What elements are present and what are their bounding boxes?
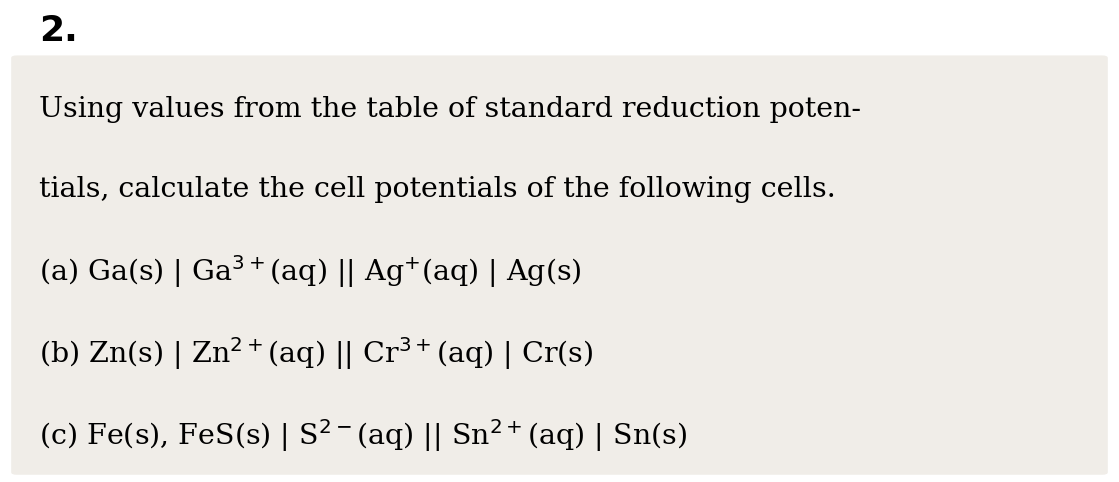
Text: (b) Zn(s) | Zn$^{2+}$(aq) || Cr$^{3+}$(aq) | Cr(s): (b) Zn(s) | Zn$^{2+}$(aq) || Cr$^{3+}$(a… [39,335,593,372]
Text: (a) Ga(s) | Ga$^{3+}$(aq) || Ag$^{+}$(aq) | Ag(s): (a) Ga(s) | Ga$^{3+}$(aq) || Ag$^{+}$(aq… [39,253,582,290]
Text: tials, calculate the cell potentials of the following cells.: tials, calculate the cell potentials of … [39,176,836,203]
Text: 2.: 2. [39,14,78,49]
Text: (c) Fe(s), FeS(s) | S$^{2-}$(aq) || Sn$^{2+}$(aq) | Sn(s): (c) Fe(s), FeS(s) | S$^{2-}$(aq) || Sn$^… [39,417,687,454]
FancyBboxPatch shape [11,55,1108,475]
Text: Using values from the table of standard reduction poten-: Using values from the table of standard … [39,96,862,123]
